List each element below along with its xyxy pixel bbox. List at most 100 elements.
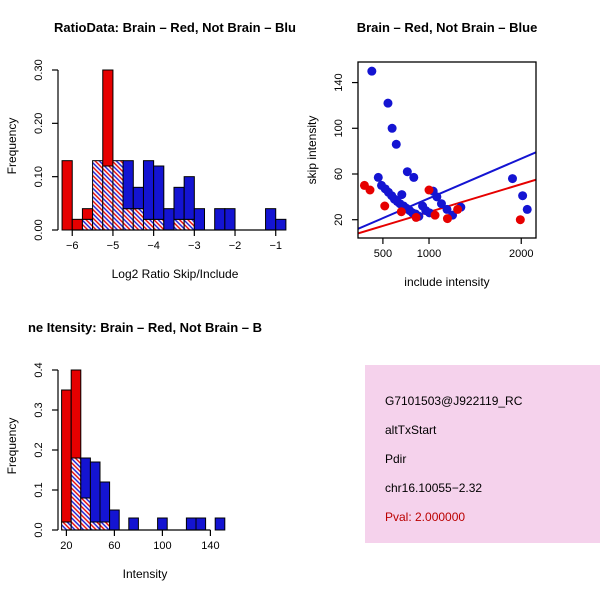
- x-tick-label: −2: [229, 240, 242, 252]
- histogram-bar-brain: [102, 69, 114, 167]
- y-tick-label: 0.20: [33, 113, 45, 134]
- data-point: [442, 214, 452, 224]
- histogram-bar-brain: [81, 208, 94, 220]
- histogram-bar-overlap: [70, 457, 82, 531]
- info-line: chr16.10055−2.32: [385, 481, 483, 495]
- data-point: [507, 174, 517, 184]
- histogram-bar-overlap: [81, 218, 94, 231]
- histogram-bar-overlap: [142, 218, 155, 231]
- histogram-bar-overlap: [173, 218, 185, 231]
- histogram-bar-notbrain: [224, 208, 236, 231]
- data-point: [367, 66, 377, 76]
- x-tick-label: 20: [60, 540, 72, 552]
- plot-box: [357, 61, 537, 239]
- y-tick-label: 100: [333, 119, 345, 137]
- x-tick-label: 2000: [509, 248, 533, 260]
- histogram-bar-notbrain: [99, 481, 111, 523]
- regression-line: [358, 151, 536, 230]
- data-point: [373, 172, 383, 182]
- histogram-bar-overlap: [112, 160, 124, 231]
- histogram-bar-notbrain: [183, 176, 195, 220]
- data-point: [522, 204, 532, 214]
- histogram-bar-overlap: [99, 521, 111, 531]
- data-point: [387, 123, 397, 133]
- histogram-bar-notbrain: [128, 517, 139, 531]
- histogram-bar-overlap: [92, 160, 104, 231]
- data-point: [442, 204, 452, 214]
- histogram-bar-notbrain: [163, 208, 175, 231]
- histogram-bar-notbrain: [153, 165, 165, 220]
- chart-title: ne Itensity: Brain – Red, Not Brain – B: [28, 320, 262, 335]
- data-point: [436, 199, 446, 209]
- intensity-scatter-plot: 500 1000 2000 20 60 100 140 Brain – Red, Not Br…: [305, 20, 538, 289]
- histogram-bar-notbrain: [214, 208, 226, 231]
- x-tick-label: −5: [107, 240, 120, 252]
- histogram-bar-notbrain: [214, 517, 226, 531]
- histogram-bar-brain: [61, 389, 72, 523]
- histogram-bar-overlap: [102, 165, 114, 231]
- x-tick-label: 1000: [417, 248, 441, 260]
- y-axis-title: Frequency: [5, 118, 19, 175]
- info-line: G7101503@J922119_RC: [385, 394, 523, 408]
- histogram-bar-notbrain: [122, 160, 134, 210]
- chart-title: Brain – Red, Not Brain – Blue: [357, 20, 538, 35]
- data-point: [391, 139, 401, 149]
- histogram-bar-notbrain: [195, 517, 207, 531]
- histogram-bar-overlap: [122, 208, 134, 231]
- data-point: [396, 207, 406, 217]
- y-tick-label: 20: [333, 214, 345, 226]
- histogram-bar-brain: [61, 160, 73, 231]
- histogram-bar-notbrain: [185, 517, 197, 531]
- data-point: [432, 192, 442, 202]
- data-point: [402, 167, 412, 177]
- y-tick-label: 140: [333, 73, 345, 91]
- y-tick-label: 0.00: [33, 219, 45, 240]
- data-point: [397, 190, 407, 200]
- histogram-bar-notbrain: [275, 218, 287, 231]
- histogram-bar-overlap: [153, 218, 165, 231]
- log-ratio-histogram: −6 −5 −4 −3 −2 −1 0.00 0.10 0.20 0.30 RatioData: B…: [5, 20, 296, 281]
- x-tick-label: 140: [201, 540, 219, 552]
- y-tick-label: 60: [333, 168, 345, 180]
- histogram-bar-notbrain: [89, 461, 101, 523]
- data-point: [409, 172, 419, 182]
- x-tick-label: −1: [269, 240, 282, 252]
- data-point: [453, 204, 463, 214]
- data-point: [424, 185, 434, 195]
- info-line: altTxStart: [385, 423, 437, 437]
- x-axis-title: Log2 Ratio Skip/Include: [112, 267, 239, 281]
- data-point: [430, 210, 440, 220]
- y-tick-label: 0.10: [33, 166, 45, 187]
- histogram-bar-notbrain: [142, 160, 155, 220]
- x-tick-label: −4: [147, 240, 160, 252]
- y-axis-title: Frequency: [5, 418, 19, 475]
- histogram-bar-overlap: [80, 497, 91, 531]
- chart-title: RatioData: Brain – Red, Not Brain – Blu: [54, 20, 296, 35]
- y-tick-label: 0.1: [33, 482, 45, 497]
- data-point: [380, 201, 390, 211]
- info-line: Pdir: [385, 452, 407, 466]
- data-point: [365, 185, 375, 195]
- info-panel: G7101503@J922119_RC altTxStart Pdir chr16.1…: [300, 300, 600, 600]
- histogram-bar-brain: [70, 369, 82, 459]
- x-tick-label: −3: [188, 240, 201, 252]
- histogram-bar-notbrain: [173, 186, 185, 220]
- data-point: [411, 212, 421, 222]
- histogram-bar-notbrain: [80, 457, 91, 499]
- y-tick-label: 0.3: [33, 402, 45, 417]
- histogram-bar-notbrain: [132, 186, 144, 210]
- data-point: [383, 98, 393, 108]
- y-axis-title: skip intensity: [305, 116, 319, 185]
- y-tick-label: 0.30: [33, 59, 45, 80]
- intensity-histogram: 20 60 100 140 0.0 0.1 0.2 0.3 0.4 ne Itensity: Br…: [5, 320, 262, 581]
- gene-info-box: G7101503@J922119_RC altTxStart Pdir chr16.1…: [365, 365, 600, 543]
- histogram-bar-overlap: [132, 208, 144, 231]
- y-tick-label: 0.4: [33, 362, 45, 377]
- x-tick-label: 60: [108, 540, 120, 552]
- histogram-bar-brain: [71, 218, 83, 231]
- histogram-bar-notbrain: [109, 509, 120, 531]
- x-axis-title: include intensity: [404, 275, 489, 289]
- y-tick-label: 0.2: [33, 442, 45, 457]
- info-line: Pval: 2.000000: [385, 510, 466, 524]
